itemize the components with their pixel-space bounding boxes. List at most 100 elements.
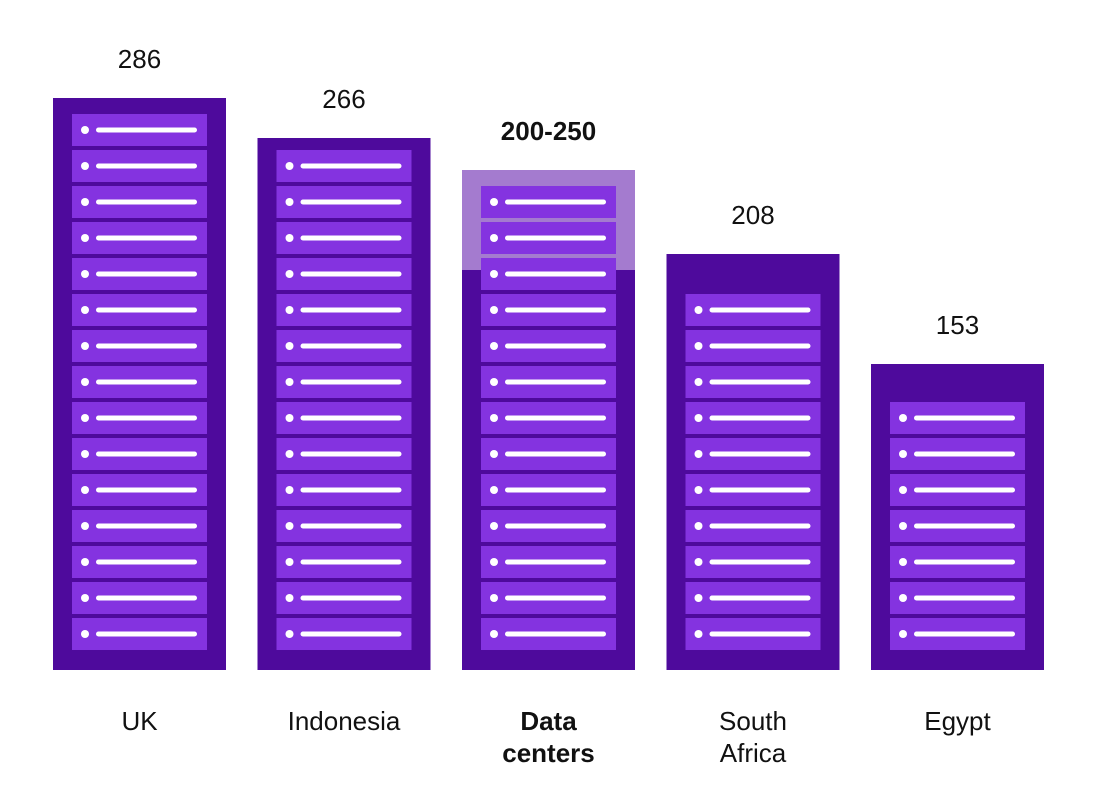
- slot-led: [694, 342, 703, 350]
- server-slot: [72, 222, 207, 254]
- slot-led: [285, 162, 294, 170]
- server-slot: [685, 474, 821, 506]
- slot-line: [505, 235, 606, 241]
- slot-line: [709, 559, 811, 565]
- server-slot: [890, 618, 1025, 650]
- slot-line: [709, 307, 811, 313]
- server-slot: [276, 294, 412, 326]
- slot-led: [285, 414, 294, 422]
- slot-led: [899, 630, 907, 638]
- slot-line: [914, 631, 1015, 637]
- slot-led: [81, 558, 89, 566]
- server-slot: [890, 546, 1025, 578]
- slot-line: [96, 235, 197, 241]
- slot-line: [300, 379, 402, 385]
- slot-led: [490, 378, 498, 386]
- slot-led: [81, 378, 89, 386]
- slot-led: [899, 486, 907, 494]
- server-slot: [276, 510, 412, 542]
- slot-line: [300, 199, 402, 205]
- server-slot: [72, 258, 207, 290]
- slot-line: [709, 523, 811, 529]
- slot-led: [285, 342, 294, 350]
- server-slot: [276, 474, 412, 506]
- slot-led: [285, 522, 294, 530]
- slot-line: [96, 379, 197, 385]
- server-slot: [685, 546, 821, 578]
- server-slot: [890, 474, 1025, 506]
- slot-led: [81, 306, 89, 314]
- slot-led: [81, 162, 89, 170]
- server-slot: [890, 402, 1025, 434]
- server-slot: [276, 258, 412, 290]
- slot-led: [285, 198, 294, 206]
- slot-line: [96, 451, 197, 457]
- slot-led: [81, 198, 89, 206]
- server-slot: [685, 618, 821, 650]
- server-slot: [72, 510, 207, 542]
- slot-line: [300, 307, 402, 313]
- slot-line: [96, 523, 197, 529]
- server-slot: [890, 438, 1025, 470]
- category-label: South: [719, 706, 787, 736]
- server-slot: [276, 330, 412, 362]
- slot-led: [81, 126, 89, 134]
- server-slot: [276, 438, 412, 470]
- slot-led: [81, 450, 89, 458]
- server-slot: [276, 150, 412, 182]
- range-band: [462, 170, 635, 270]
- slot-line: [505, 199, 606, 205]
- slot-line: [914, 559, 1015, 565]
- slot-line: [505, 559, 606, 565]
- slot-led: [285, 594, 294, 602]
- bar-1: 286 UK: [53, 44, 226, 736]
- server-slot: [72, 546, 207, 578]
- slot-led: [899, 558, 907, 566]
- server-slot: [276, 618, 412, 650]
- server-slot: [481, 366, 616, 398]
- slot-line: [96, 343, 197, 349]
- bar-5: 153 Egypt: [871, 310, 1044, 736]
- slot-line: [709, 487, 811, 493]
- slot-led: [490, 630, 498, 638]
- category-label: Data: [520, 706, 577, 736]
- slot-line: [914, 451, 1015, 457]
- category-label: Indonesia: [288, 706, 401, 736]
- server-slot: [685, 366, 821, 398]
- bar-2: 266 Indonesia: [257, 84, 431, 736]
- server-slot: [72, 150, 207, 182]
- value-label: 286: [118, 44, 161, 74]
- server-slot: [72, 366, 207, 398]
- server-slot: [685, 510, 821, 542]
- slot-line: [709, 595, 811, 601]
- slot-led: [899, 522, 907, 530]
- slot-led: [490, 198, 498, 206]
- server-slot: [72, 294, 207, 326]
- slot-led: [694, 522, 703, 530]
- slot-line: [709, 415, 811, 421]
- slot-led: [490, 558, 498, 566]
- slot-line: [300, 595, 402, 601]
- server-slot: [72, 402, 207, 434]
- slot-line: [914, 487, 1015, 493]
- slot-line: [300, 235, 402, 241]
- category-label: centers: [502, 738, 595, 768]
- server-slot: [72, 114, 207, 146]
- slot-led: [694, 486, 703, 494]
- category-label: UK: [121, 706, 158, 736]
- slot-led: [490, 486, 498, 494]
- slot-line: [96, 487, 197, 493]
- slot-led: [285, 558, 294, 566]
- server-slot: [72, 618, 207, 650]
- slot-led: [285, 450, 294, 458]
- server-slot: [276, 186, 412, 218]
- server-slot: [276, 582, 412, 614]
- slot-led: [285, 306, 294, 314]
- slot-led: [81, 522, 89, 530]
- slot-led: [694, 558, 703, 566]
- slot-led: [694, 306, 703, 314]
- server-slot: [72, 582, 207, 614]
- slot-line: [300, 343, 402, 349]
- slot-line: [96, 163, 197, 169]
- server-slot: [685, 402, 821, 434]
